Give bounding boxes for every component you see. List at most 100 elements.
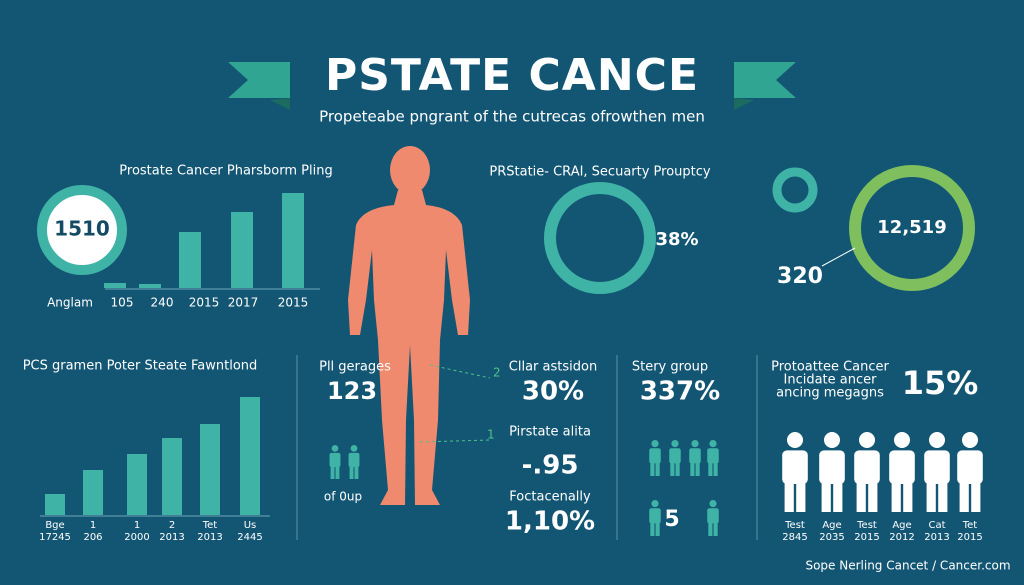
x-label: Age <box>822 520 841 531</box>
person-leg <box>868 480 878 512</box>
label: Foctacenally <box>509 490 591 505</box>
person-leg <box>821 480 831 512</box>
person-head <box>859 432 875 448</box>
x-label: 2015 <box>854 532 879 543</box>
x-label: Anglam <box>47 296 93 310</box>
x-label: Tet <box>962 520 978 531</box>
person-icon <box>819 432 845 512</box>
person-body <box>924 450 950 484</box>
person-body <box>782 450 808 484</box>
x-label: Bge <box>45 520 64 531</box>
label: Incidate ancer <box>784 373 878 388</box>
person-leg <box>856 480 866 512</box>
side-value: 320 <box>777 264 823 289</box>
footer: Sope Nerling Cancet / Cancer.com <box>805 559 1010 573</box>
label: Cllar astsidon <box>509 360 597 375</box>
person-head <box>350 445 358 452</box>
person-leg <box>655 461 660 476</box>
ring-small <box>772 167 818 213</box>
person-leg <box>903 480 913 512</box>
person-icon <box>329 445 341 479</box>
x-label: 2015 <box>189 296 220 310</box>
x-label: 105 <box>111 296 134 310</box>
ring-value: 1510 <box>54 217 110 241</box>
ring <box>37 185 127 275</box>
x-label: 17245 <box>39 532 71 543</box>
body-head <box>390 146 430 194</box>
x-label: 2015 <box>278 296 309 310</box>
person-head <box>651 440 659 448</box>
person-leg <box>650 521 655 536</box>
x-label: 2017 <box>228 296 259 310</box>
bar <box>240 397 260 515</box>
x-label: 2000 <box>124 532 149 543</box>
x-label: 2015 <box>957 532 982 543</box>
x-label: 240 <box>151 296 174 310</box>
connector <box>821 247 856 267</box>
person-icon <box>707 500 719 536</box>
person-head <box>709 500 717 508</box>
ring-value: 38% <box>655 229 698 250</box>
person-icon <box>649 440 661 476</box>
bar <box>200 424 220 515</box>
bar <box>104 283 126 288</box>
value: 30% <box>522 377 584 407</box>
person-icon <box>669 440 681 476</box>
person-body <box>854 450 880 484</box>
callout: 1 <box>487 428 495 442</box>
x-label: 2 <box>169 520 175 531</box>
bar <box>127 454 147 515</box>
person-icon <box>689 440 701 476</box>
bar <box>45 494 65 515</box>
person-leg <box>891 480 901 512</box>
label: Stery group <box>632 360 708 375</box>
person-icon <box>889 432 915 512</box>
person-head <box>331 445 339 452</box>
person-leg <box>354 465 359 479</box>
person-body <box>348 452 360 468</box>
x-label: 2013 <box>159 532 184 543</box>
icon-number: 5 <box>664 507 679 532</box>
person-leg <box>784 480 794 512</box>
person-leg <box>796 480 806 512</box>
person-leg <box>708 521 713 536</box>
ribbon-fold <box>270 98 290 110</box>
value: -.95 <box>522 451 579 481</box>
panel-title: Prostate Cancer Pharsborm Pling <box>119 164 332 179</box>
label: Protoattee Cancer <box>771 360 889 375</box>
person-body <box>689 448 701 464</box>
person-body <box>669 448 681 464</box>
person-leg <box>926 480 936 512</box>
person-leg <box>650 461 655 476</box>
person-icon <box>782 432 808 512</box>
x-label: 2445 <box>237 532 262 543</box>
bar <box>162 438 182 515</box>
x-label: 1 <box>90 520 96 531</box>
person-head <box>929 432 945 448</box>
label: Pirstate alita <box>509 425 591 440</box>
ring <box>544 182 656 294</box>
ring-value: 12,519 <box>877 217 946 238</box>
person-leg <box>695 461 700 476</box>
person-leg <box>713 461 718 476</box>
person-head <box>787 432 803 448</box>
person-leg <box>959 480 969 512</box>
panel-title: PCS gramen Poter Steate Fawntlond <box>23 359 258 374</box>
x-label: 2013 <box>197 532 222 543</box>
person-leg <box>938 480 948 512</box>
bar <box>83 470 103 515</box>
x-label: Test <box>784 520 805 531</box>
person-body <box>707 448 719 464</box>
value: 1,10% <box>505 507 595 537</box>
person-leg <box>675 461 680 476</box>
label: Pll gerages <box>319 360 391 375</box>
person-head <box>962 432 978 448</box>
person-body <box>649 508 661 524</box>
x-label: 2013 <box>924 532 949 543</box>
person-body <box>707 508 719 524</box>
callout: 2 <box>493 366 501 380</box>
ribbon-right <box>734 62 796 98</box>
person-head <box>651 500 659 508</box>
ring <box>849 165 975 291</box>
